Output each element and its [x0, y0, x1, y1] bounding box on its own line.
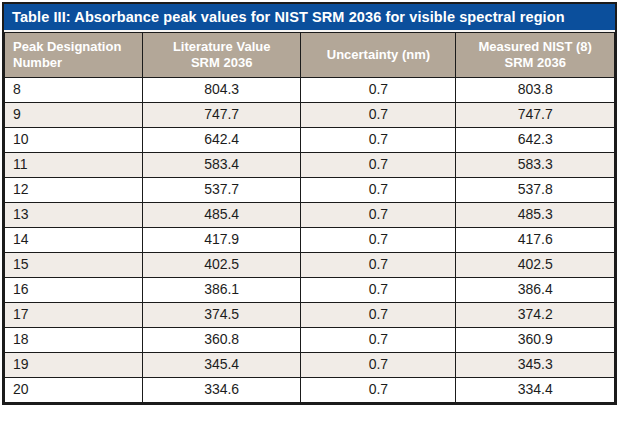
- table-row: 10642.40.7642.3: [5, 128, 615, 153]
- peak-number-cell: 19: [5, 353, 143, 378]
- value-cell: 0.7: [301, 103, 456, 128]
- table-row: 12537.70.7537.8: [5, 178, 615, 203]
- value-cell: 334.6: [142, 378, 301, 403]
- value-cell: 417.9: [142, 228, 301, 253]
- table-row: 18360.80.7360.9: [5, 328, 615, 353]
- value-cell: 0.7: [301, 378, 456, 403]
- peak-number-cell: 14: [5, 228, 143, 253]
- value-cell: 0.7: [301, 153, 456, 178]
- column-header: Literature Value SRM 2036: [142, 33, 301, 78]
- data-table: Peak Designation NumberLiterature Value …: [4, 32, 615, 403]
- value-cell: 803.8: [456, 78, 615, 103]
- value-cell: 345.3: [456, 353, 615, 378]
- value-cell: 537.7: [142, 178, 301, 203]
- value-cell: 537.8: [456, 178, 615, 203]
- table-row: 20334.60.7334.4: [5, 378, 615, 403]
- value-cell: 747.7: [142, 103, 301, 128]
- value-cell: 0.7: [301, 178, 456, 203]
- table-row: 11583.40.7583.3: [5, 153, 615, 178]
- peak-number-cell: 17: [5, 303, 143, 328]
- table-row: 13485.40.7485.3: [5, 203, 615, 228]
- peak-number-cell: 20: [5, 378, 143, 403]
- value-cell: 345.4: [142, 353, 301, 378]
- header-row: Peak Designation NumberLiterature Value …: [5, 33, 615, 78]
- table-row: 9747.70.7747.7: [5, 103, 615, 128]
- column-header: Measured NIST (8) SRM 2036: [456, 33, 615, 78]
- value-cell: 485.3: [456, 203, 615, 228]
- value-cell: 360.8: [142, 328, 301, 353]
- value-cell: 583.3: [456, 153, 615, 178]
- peak-number-cell: 12: [5, 178, 143, 203]
- value-cell: 334.4: [456, 378, 615, 403]
- value-cell: 804.3: [142, 78, 301, 103]
- peak-number-cell: 11: [5, 153, 143, 178]
- value-cell: 0.7: [301, 128, 456, 153]
- value-cell: 0.7: [301, 278, 456, 303]
- value-cell: 0.7: [301, 303, 456, 328]
- value-cell: 0.7: [301, 203, 456, 228]
- table-header: Peak Designation NumberLiterature Value …: [5, 33, 615, 78]
- value-cell: 417.6: [456, 228, 615, 253]
- table-row: 17374.50.7374.2: [5, 303, 615, 328]
- column-header: Peak Designation Number: [5, 33, 143, 78]
- table-title: Table III: Absorbance peak values for NI…: [4, 4, 615, 32]
- peak-number-cell: 13: [5, 203, 143, 228]
- absorbance-table: Table III: Absorbance peak values for NI…: [2, 2, 617, 405]
- value-cell: 0.7: [301, 78, 456, 103]
- column-header: Uncertainty (nm): [301, 33, 456, 78]
- table-row: 16386.10.7386.4: [5, 278, 615, 303]
- value-cell: 0.7: [301, 353, 456, 378]
- table-row: 19345.40.7345.3: [5, 353, 615, 378]
- value-cell: 402.5: [456, 253, 615, 278]
- table-row: 14417.90.7417.6: [5, 228, 615, 253]
- peak-number-cell: 8: [5, 78, 143, 103]
- table-row: 8804.30.7803.8: [5, 78, 615, 103]
- peak-number-cell: 10: [5, 128, 143, 153]
- value-cell: 583.4: [142, 153, 301, 178]
- page: Table III: Absorbance peak values for NI…: [0, 0, 628, 432]
- value-cell: 642.4: [142, 128, 301, 153]
- value-cell: 402.5: [142, 253, 301, 278]
- peak-number-cell: 15: [5, 253, 143, 278]
- value-cell: 485.4: [142, 203, 301, 228]
- value-cell: 0.7: [301, 228, 456, 253]
- peak-number-cell: 16: [5, 278, 143, 303]
- value-cell: 0.7: [301, 253, 456, 278]
- value-cell: 0.7: [301, 328, 456, 353]
- table-row: 15402.50.7402.5: [5, 253, 615, 278]
- value-cell: 386.4: [456, 278, 615, 303]
- table-body: 8804.30.7803.89747.70.7747.710642.40.764…: [5, 78, 615, 403]
- value-cell: 747.7: [456, 103, 615, 128]
- peak-number-cell: 9: [5, 103, 143, 128]
- value-cell: 642.3: [456, 128, 615, 153]
- value-cell: 374.2: [456, 303, 615, 328]
- peak-number-cell: 18: [5, 328, 143, 353]
- value-cell: 386.1: [142, 278, 301, 303]
- value-cell: 360.9: [456, 328, 615, 353]
- value-cell: 374.5: [142, 303, 301, 328]
